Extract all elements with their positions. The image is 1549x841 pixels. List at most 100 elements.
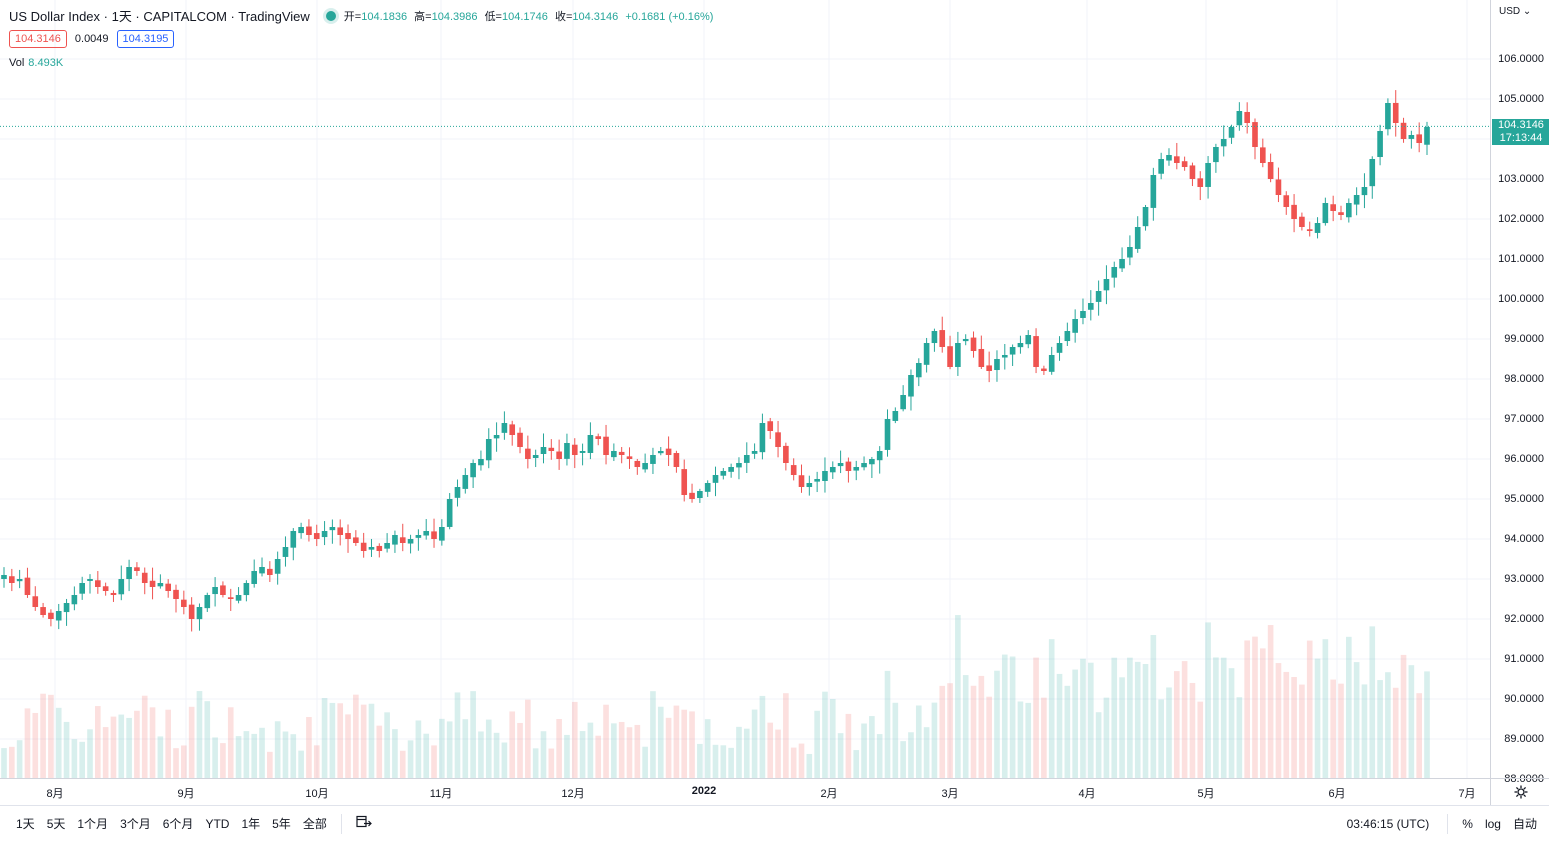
volume-bar (861, 723, 867, 778)
volume-bar (618, 721, 625, 778)
candle-body (32, 596, 39, 607)
volume-bar (306, 717, 312, 778)
candle-body (134, 567, 140, 571)
candle-body (251, 571, 258, 584)
volume-bar (650, 691, 656, 778)
percent-scale-button[interactable]: % (1462, 816, 1473, 831)
volume-bar (63, 721, 70, 778)
candle-body (853, 467, 860, 471)
candle-body (1424, 127, 1430, 145)
candle-body (329, 527, 336, 531)
candle-body (1197, 178, 1204, 187)
volume-bar (939, 685, 946, 778)
candle-body (16, 579, 23, 582)
volume-bar (1267, 625, 1274, 778)
candle-body (1017, 343, 1024, 348)
currency-label: USD (1499, 6, 1521, 17)
range-5y-button[interactable]: 5年 (272, 817, 291, 831)
chart-settings-button[interactable] (1490, 778, 1549, 805)
volume-bar (611, 723, 617, 778)
volume-bar (1048, 639, 1055, 778)
time-axis[interactable]: 8月 9月 10月 11月 12月 2022 2月 3月 4月 5月 6月 7月 (0, 778, 1490, 805)
volume-bar (548, 748, 555, 778)
candle-body (376, 545, 383, 551)
range-all-button[interactable]: 全部 (302, 817, 327, 831)
candle-body (869, 459, 875, 465)
candle-body (603, 436, 609, 455)
log-scale-button[interactable]: log (1484, 816, 1501, 831)
volume-bar (783, 693, 789, 778)
candle-body (1361, 187, 1368, 196)
volume-bar (1400, 654, 1407, 778)
candle-body (571, 444, 578, 455)
ask-price[interactable]: 104.3195 (116, 30, 175, 48)
candle-body (806, 483, 813, 488)
volume-bar (978, 675, 985, 778)
price-chart[interactable] (0, 0, 1490, 778)
volume-bar (1119, 677, 1125, 778)
candle-body (290, 531, 297, 548)
volume-bar (1041, 697, 1047, 778)
toolbar-divider (340, 813, 342, 834)
candle-body (1228, 127, 1235, 138)
volume-legend[interactable]: Vol 8.493K (9, 57, 63, 69)
candle-body (9, 576, 15, 583)
volume-bar (165, 709, 172, 778)
range-3m-button[interactable]: 3个月 (120, 817, 151, 831)
volume-bar (220, 743, 226, 778)
candle-body (564, 443, 570, 459)
volume-bar (1, 748, 7, 778)
volume-bar (876, 734, 883, 778)
volume-bar (1127, 657, 1133, 778)
range-1y-button[interactable]: 1年 (241, 817, 261, 831)
auto-scale-button[interactable]: 自动 (1512, 817, 1537, 831)
chart-area[interactable]: US Dollar Index · 1天 · CAPITALCOM · Trad… (0, 0, 1490, 778)
range-5d-button[interactable]: 5天 (46, 817, 66, 831)
range-6m-button[interactable]: 6个月 (162, 817, 194, 831)
volume-bar (1385, 672, 1391, 778)
candle-body (1134, 227, 1141, 249)
volume-bar (525, 699, 531, 778)
goto-date-button[interactable] (350, 815, 378, 832)
range-1d-button[interactable]: 1天 (16, 817, 35, 831)
candle-body (1056, 343, 1063, 353)
volume-bar (126, 717, 132, 778)
market-status-icon[interactable] (325, 10, 336, 21)
volume-bar (908, 732, 914, 778)
volume-bar (689, 711, 695, 778)
volume-bar (501, 742, 508, 778)
volume-bar (392, 729, 398, 778)
candle-body (235, 595, 242, 601)
bid-price[interactable]: 104.3146 (9, 30, 67, 48)
candle-body (540, 447, 547, 454)
utc-clock[interactable]: 03:46:15 (UTC) (1346, 816, 1430, 831)
bar-countdown: 17:13:44 (1499, 132, 1543, 145)
candle-body (439, 527, 445, 541)
volume-bar (587, 722, 594, 778)
candle-body (188, 604, 195, 619)
candle-body (728, 467, 734, 472)
volume-bar (571, 701, 578, 778)
volume-bar (16, 740, 23, 778)
candle-body (736, 463, 742, 468)
symbol-title[interactable]: US Dollar Index · 1天 · CAPITALCOM · Trad… (9, 9, 310, 24)
candle-body (1150, 175, 1157, 208)
candle-body (173, 589, 179, 599)
volume-bar (243, 731, 250, 778)
candle-body (196, 607, 203, 620)
volume-bar (697, 743, 703, 778)
candle-body (955, 343, 961, 367)
candle-body (1392, 102, 1399, 123)
range-1m-button[interactable]: 1个月 (77, 817, 109, 831)
range-ytd-button[interactable]: YTD (205, 816, 230, 831)
candle-body (392, 535, 398, 545)
volume-bar (298, 750, 304, 778)
volume-bar (1095, 712, 1102, 778)
candle-body (720, 471, 727, 476)
candle-body (1408, 135, 1415, 139)
price-axis[interactable]: USD ⌄ 106.0000105.0000104.0000103.000010… (1490, 0, 1549, 785)
currency-selector[interactable]: USD ⌄ (1499, 6, 1531, 17)
candle-body (1291, 204, 1297, 219)
candle-body (431, 531, 437, 539)
price-axis-label: 99.0000 (1504, 333, 1544, 345)
